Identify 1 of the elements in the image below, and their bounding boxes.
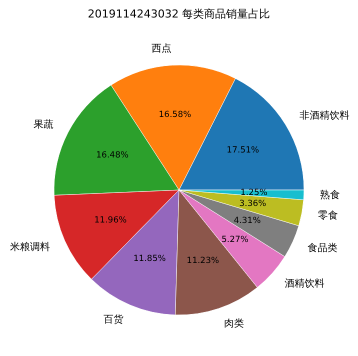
- title: 2019114243032 每类商品销量占比: [88, 8, 270, 20]
